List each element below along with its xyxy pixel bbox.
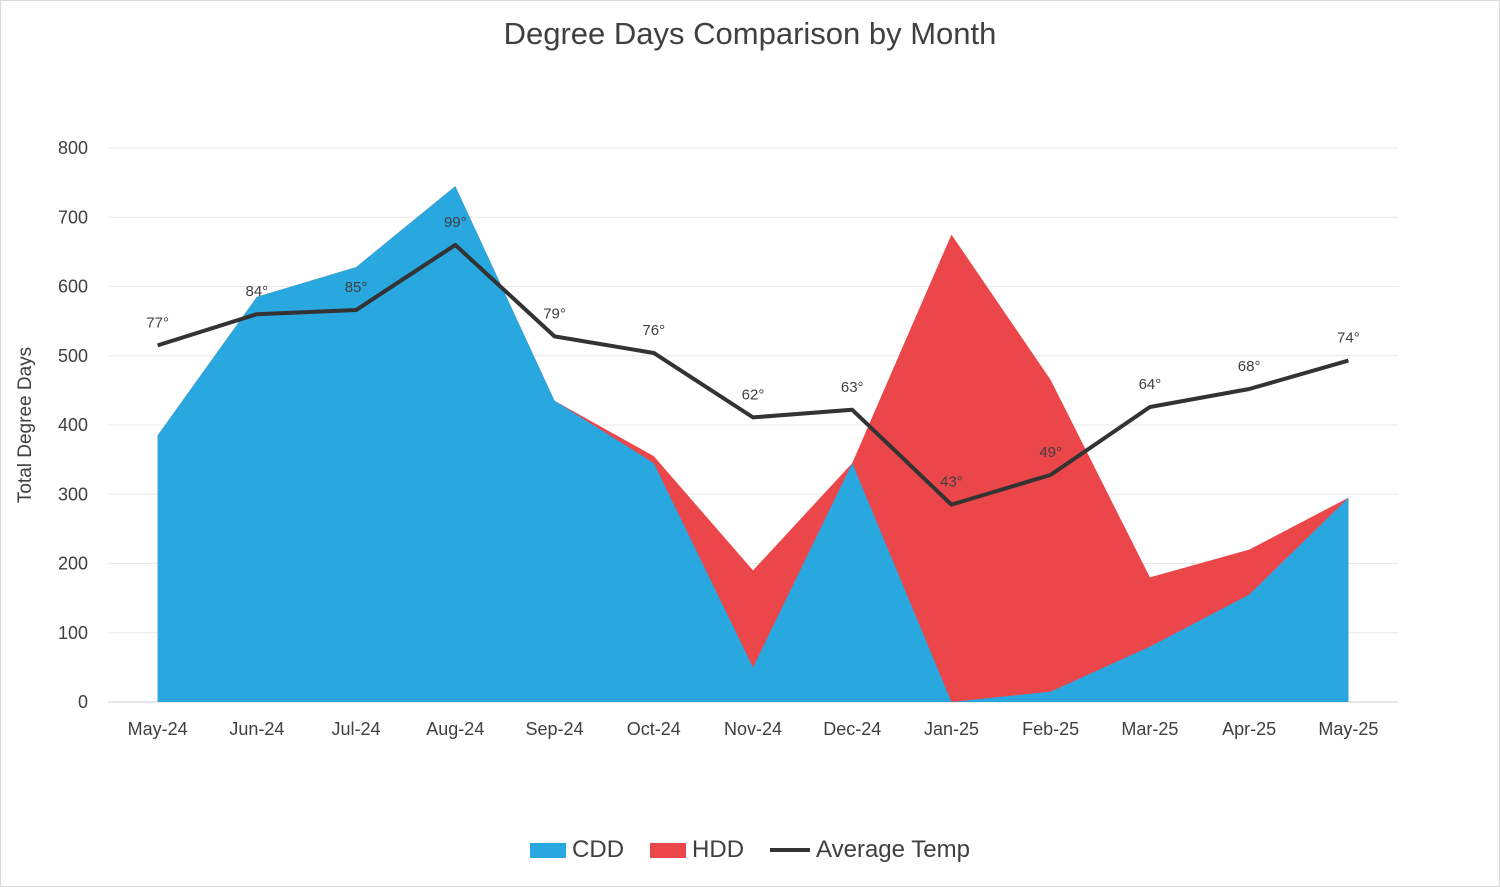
avg-temp-data-label: 64° <box>1139 376 1162 393</box>
x-tick-label: Nov-24 <box>724 719 782 739</box>
y-axis-title: Total Degree Days <box>15 347 36 503</box>
avg-temp-data-label: 68° <box>1238 358 1261 375</box>
x-tick-label: Jun-24 <box>229 719 284 739</box>
avg-temp-data-label: 74° <box>1337 330 1360 347</box>
legend-swatch-cdd <box>530 842 567 858</box>
avg-temp-data-label: 63° <box>841 379 864 396</box>
y-tick-label: 300 <box>58 484 88 504</box>
legend-item-hdd: HDD <box>650 836 744 864</box>
legend-label-hdd: HDD <box>692 836 745 863</box>
cdd-area <box>157 186 1349 702</box>
x-tick-label: Feb-25 <box>1022 719 1079 739</box>
avg-temp-line <box>157 242 1349 507</box>
avg-temp-data-label: 77° <box>146 314 169 331</box>
x-tick-label: Apr-25 <box>1222 719 1276 739</box>
y-tick-label: 600 <box>58 277 88 297</box>
y-tick-label: 200 <box>58 554 88 574</box>
x-tick-label: Mar-25 <box>1121 719 1178 739</box>
y-tick-label: 700 <box>58 207 88 227</box>
x-tick-label: May-24 <box>128 719 188 739</box>
avg-temp-data-label: 99° <box>444 214 467 231</box>
x-tick-label: Oct-24 <box>627 719 681 739</box>
y-tick-label: 0 <box>78 692 88 712</box>
x-tick-label: Aug-24 <box>426 719 484 739</box>
legend-swatch-avg-temp <box>770 848 811 852</box>
y-tick-label: 500 <box>58 346 88 366</box>
y-tick-label: 800 <box>58 138 88 158</box>
x-tick-label: Jul-24 <box>332 719 381 739</box>
y-tick-label: 400 <box>58 415 88 435</box>
x-tick-label: Sep-24 <box>526 719 584 739</box>
x-tick-label: May-25 <box>1318 719 1378 739</box>
avg-temp-data-label: 85° <box>345 279 368 296</box>
avg-temp-data-label: 49° <box>1039 444 1062 461</box>
legend-label-avg-temp: Average Temp <box>816 836 970 863</box>
legend-label-cdd: CDD <box>572 836 625 863</box>
y-tick-label: 100 <box>58 623 88 643</box>
legend-swatch-hdd <box>650 842 687 858</box>
avg-temp-data-label: 62° <box>742 386 765 403</box>
avg-temp-data-label: 43° <box>940 474 963 491</box>
legend-item-cdd: CDD <box>530 836 624 864</box>
avg-temp-data-label: 84° <box>246 283 269 300</box>
legend-item-avg-temp: Average Temp <box>770 836 970 864</box>
x-tick-label: Dec-24 <box>823 719 881 739</box>
avg-temp-data-label: 79° <box>543 305 566 322</box>
x-tick-label: Jan-25 <box>924 719 979 739</box>
chart-legend: CDD HDD Average Temp <box>0 836 1500 864</box>
avg-temp-data-label: 76° <box>642 322 665 339</box>
chart-title: Degree Days Comparison by Month <box>503 16 997 51</box>
